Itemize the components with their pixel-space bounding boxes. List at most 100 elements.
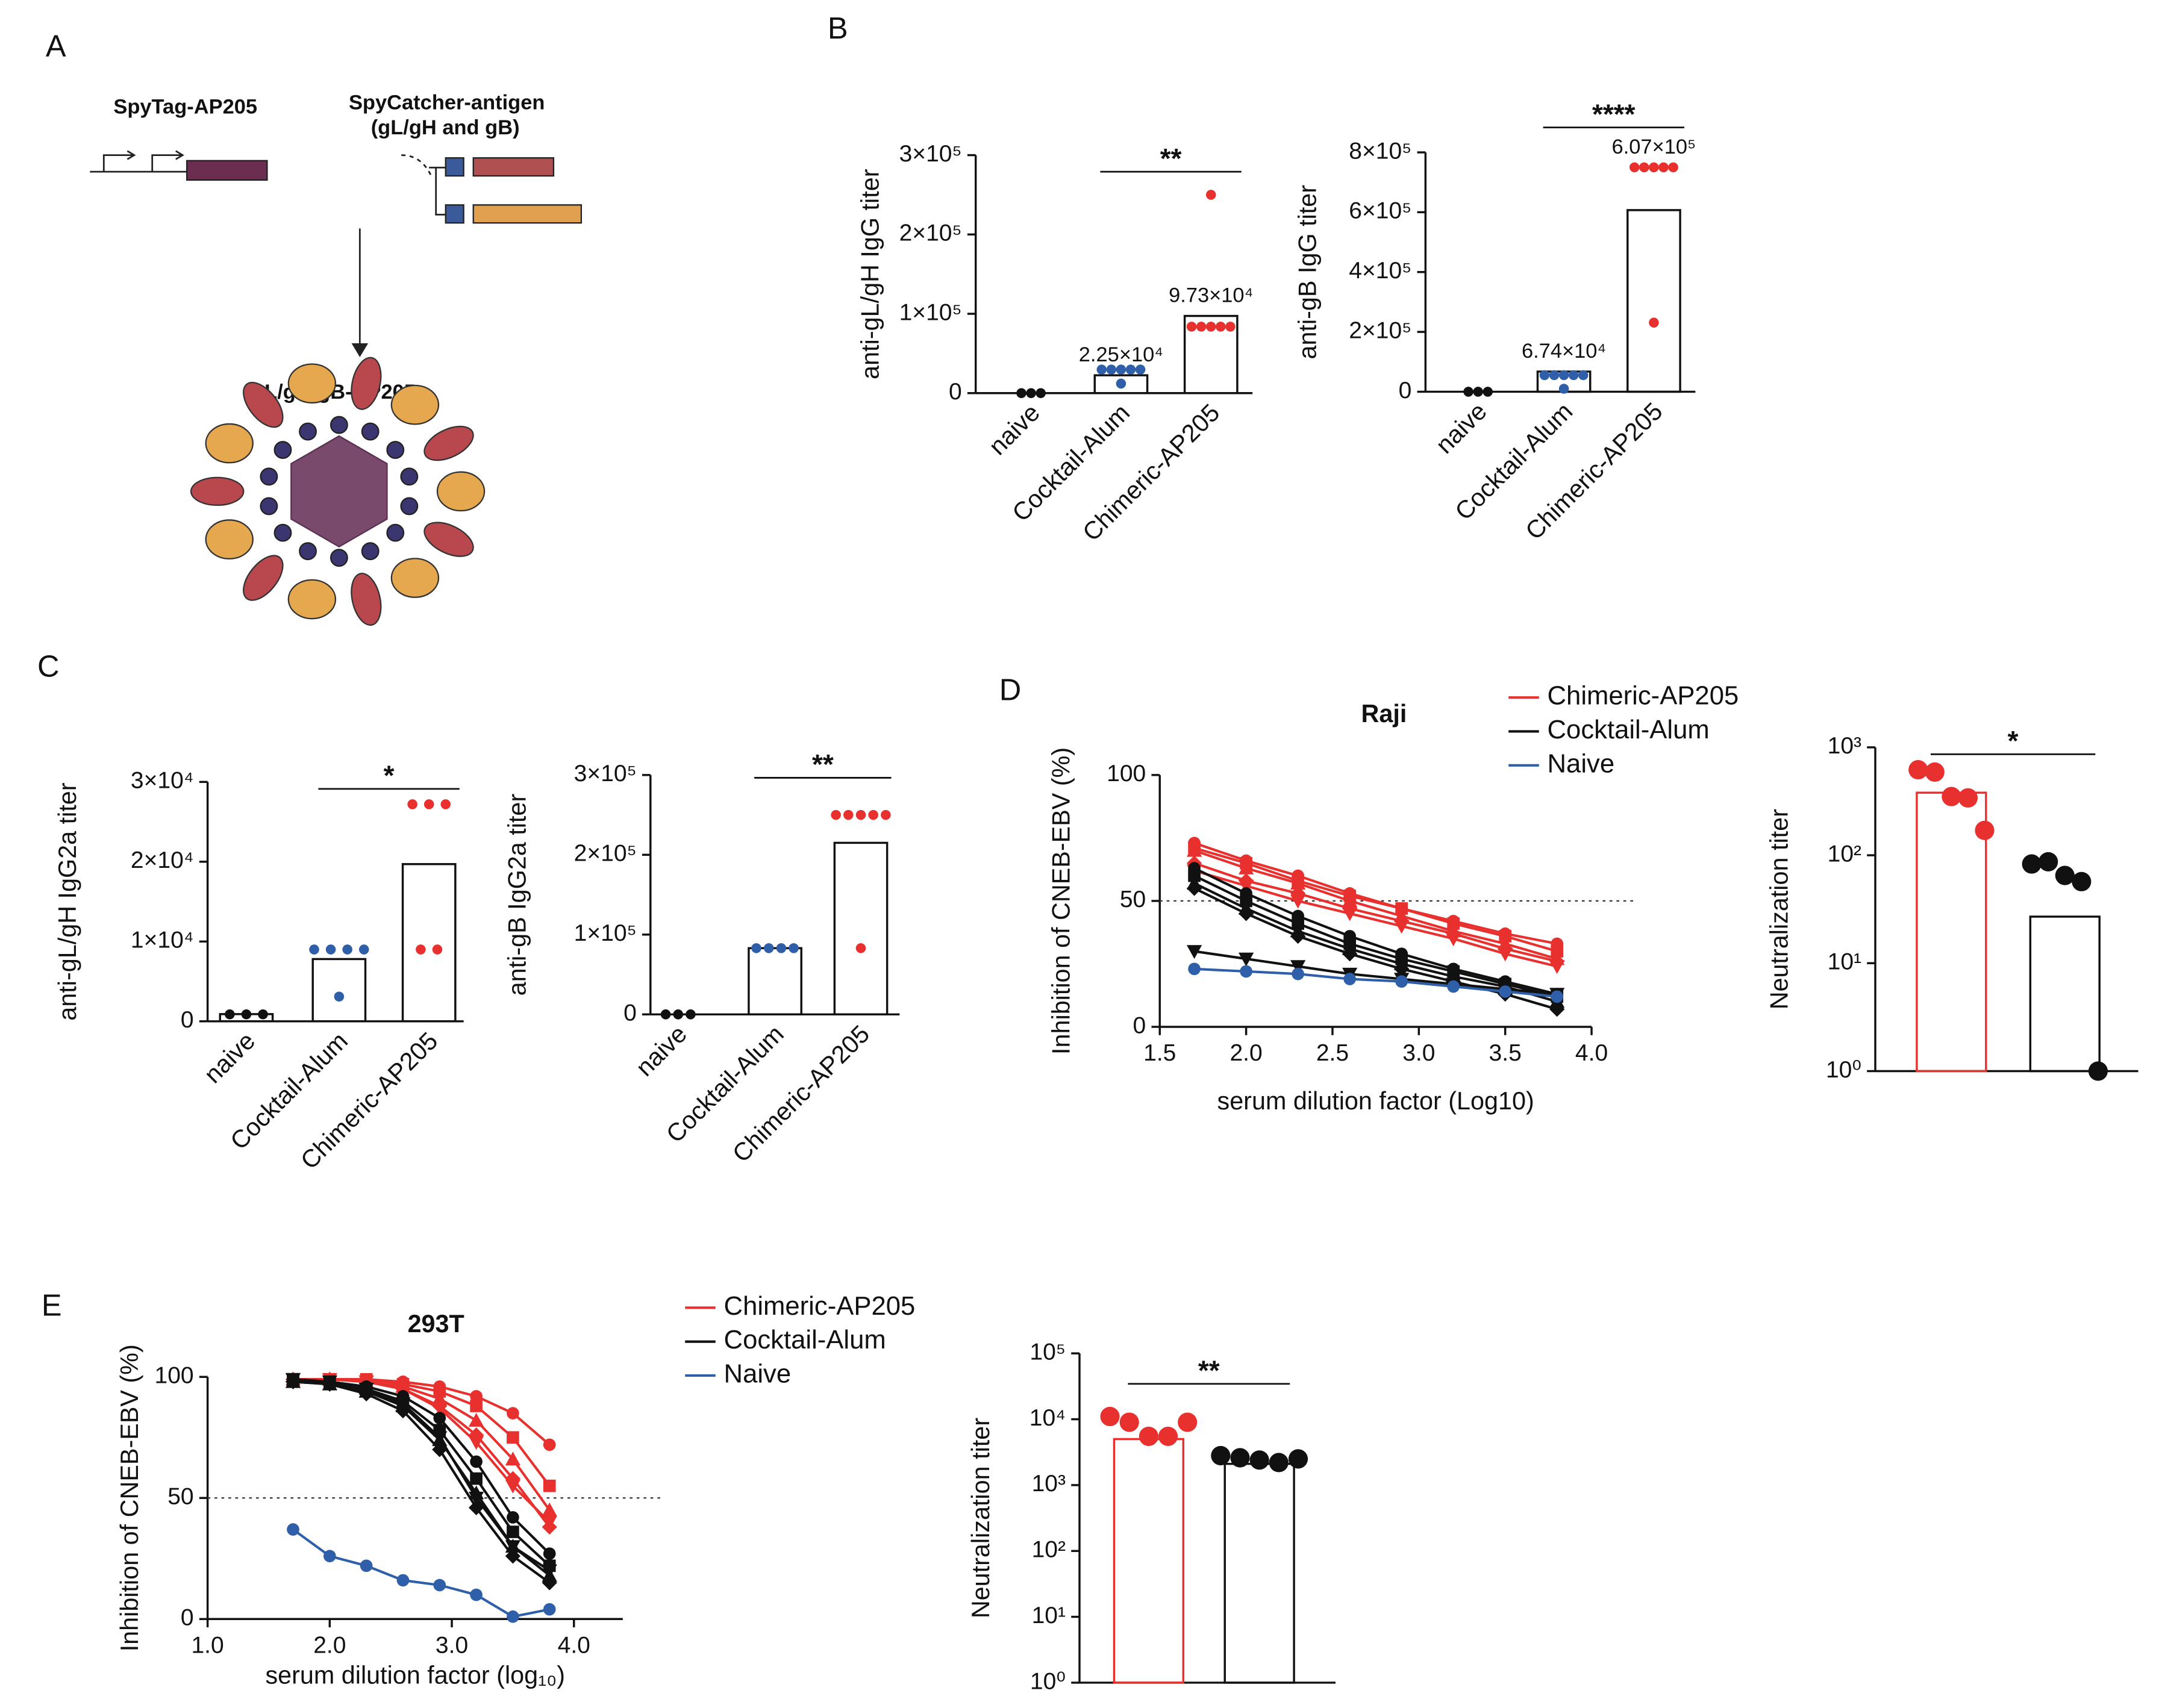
- bar: [1183, 314, 1239, 394]
- data-point: [1292, 967, 1304, 980]
- arrow-head: [351, 343, 369, 358]
- data-point: [843, 809, 854, 820]
- bar: [1093, 374, 1149, 394]
- y-axis-label: Inhibition of CNEB-EBV (%): [116, 1344, 143, 1651]
- significance-label: **: [1160, 143, 1182, 174]
- data-point: [468, 1491, 484, 1506]
- spy-linker: [330, 549, 348, 567]
- y-tick-label: 0: [181, 1007, 194, 1033]
- data-point: [673, 1009, 684, 1020]
- data-point: [360, 1559, 373, 1572]
- y-tick-label: 2×10⁵: [899, 220, 962, 246]
- data-point: [470, 1400, 483, 1412]
- data-point: [1196, 322, 1207, 332]
- data-point: [1463, 387, 1473, 397]
- series-line: [1193, 887, 1558, 1011]
- data-point: [432, 1391, 448, 1405]
- data-point: [505, 1451, 521, 1466]
- x-tick-label: 3.0: [1402, 1040, 1435, 1066]
- data-point: [1483, 387, 1493, 397]
- data-point: [1290, 894, 1306, 909]
- data-point: [1290, 928, 1306, 944]
- data-point: [505, 1479, 521, 1494]
- data-point: [1558, 384, 1569, 394]
- series-line: [1194, 950, 1557, 996]
- y-tick-label: 2×10⁵: [574, 841, 637, 867]
- y-tick-label: 3×10⁵: [899, 141, 962, 167]
- data-point: [1026, 388, 1036, 399]
- data-point: [1238, 906, 1254, 921]
- value-label: 2.25×10⁴: [1079, 343, 1163, 366]
- data-point: [1447, 980, 1460, 993]
- x-tick-label: 1.5: [1143, 1040, 1176, 1066]
- x-tick-label: 3.5: [1489, 1040, 1522, 1066]
- data-point: [1925, 762, 1945, 782]
- data-point: [433, 1579, 446, 1592]
- data-point: [1240, 965, 1252, 978]
- value-label: 9.73×10⁴: [1169, 284, 1253, 307]
- data-point: [1539, 370, 1550, 381]
- data-point: [789, 943, 799, 953]
- data-point: [507, 1407, 519, 1420]
- y-axis-label: Inhibition of CNEB-EBV (%): [1047, 747, 1075, 1055]
- data-point: [660, 1009, 671, 1020]
- data-point: [1568, 370, 1579, 381]
- antigen: [390, 384, 440, 425]
- data-point: [2022, 854, 2042, 874]
- antigen: [190, 476, 245, 506]
- diagram-label: (gL/gH and gB): [371, 116, 520, 139]
- gene: [472, 157, 555, 177]
- antigen: [423, 522, 474, 557]
- particle: [190, 357, 486, 626]
- data-point: [396, 1574, 410, 1587]
- data-point: [416, 944, 426, 955]
- data-point: [287, 1523, 299, 1536]
- data-point: [1942, 787, 1961, 806]
- data-point: [1446, 932, 1461, 947]
- data-point: [543, 1603, 556, 1616]
- data-point: [855, 809, 866, 820]
- series-line: [292, 1528, 550, 1618]
- data-point: [1549, 960, 1565, 974]
- legend-label: Naive: [1548, 749, 1615, 778]
- chart-title: 293T: [408, 1310, 464, 1338]
- data-point: [1205, 190, 1216, 200]
- legend-label: Cocktail-Alum: [724, 1325, 886, 1354]
- data-point: [342, 944, 352, 955]
- data-point: [423, 799, 434, 809]
- data-point: [322, 1375, 337, 1389]
- data-point: [1230, 1448, 1250, 1468]
- spy-linker: [273, 523, 292, 542]
- data-point: [323, 1550, 336, 1563]
- bar: [833, 841, 889, 1016]
- y-tick-label: 50: [1120, 887, 1146, 912]
- y-tick-label: 0: [949, 379, 962, 405]
- y-tick-label: 10¹: [1032, 1603, 1066, 1629]
- y-tick-label: 0: [181, 1605, 194, 1631]
- y-tick-label: 2×10⁴: [131, 847, 194, 873]
- data-point: [1116, 378, 1126, 389]
- y-tick-label: 8×10⁵: [1349, 138, 1411, 164]
- series-line: [293, 1378, 551, 1572]
- significance-label: *: [384, 760, 395, 791]
- data-point: [1116, 364, 1126, 375]
- antigen: [436, 471, 486, 512]
- data-point: [1394, 920, 1410, 934]
- series-line: [1194, 967, 1557, 998]
- y-tick-label: 10¹: [1828, 949, 1861, 975]
- panel-label: B: [828, 11, 848, 45]
- spy-linker: [260, 497, 278, 516]
- data-point: [1139, 1426, 1158, 1447]
- data-point: [358, 1382, 374, 1397]
- data-point: [432, 1431, 448, 1445]
- data-point: [868, 809, 878, 820]
- series-line: [1194, 869, 1558, 968]
- data-point: [776, 943, 787, 953]
- data-point: [1186, 843, 1202, 857]
- data-point: [1225, 322, 1236, 332]
- significance-label: *: [2008, 725, 2019, 756]
- x-tick-label: 2.0: [313, 1633, 346, 1659]
- data-point: [395, 1382, 411, 1397]
- data-point: [1036, 388, 1046, 399]
- spycatcher: [445, 204, 464, 224]
